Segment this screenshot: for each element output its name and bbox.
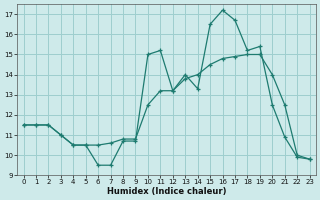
X-axis label: Humidex (Indice chaleur): Humidex (Indice chaleur) [107, 187, 226, 196]
